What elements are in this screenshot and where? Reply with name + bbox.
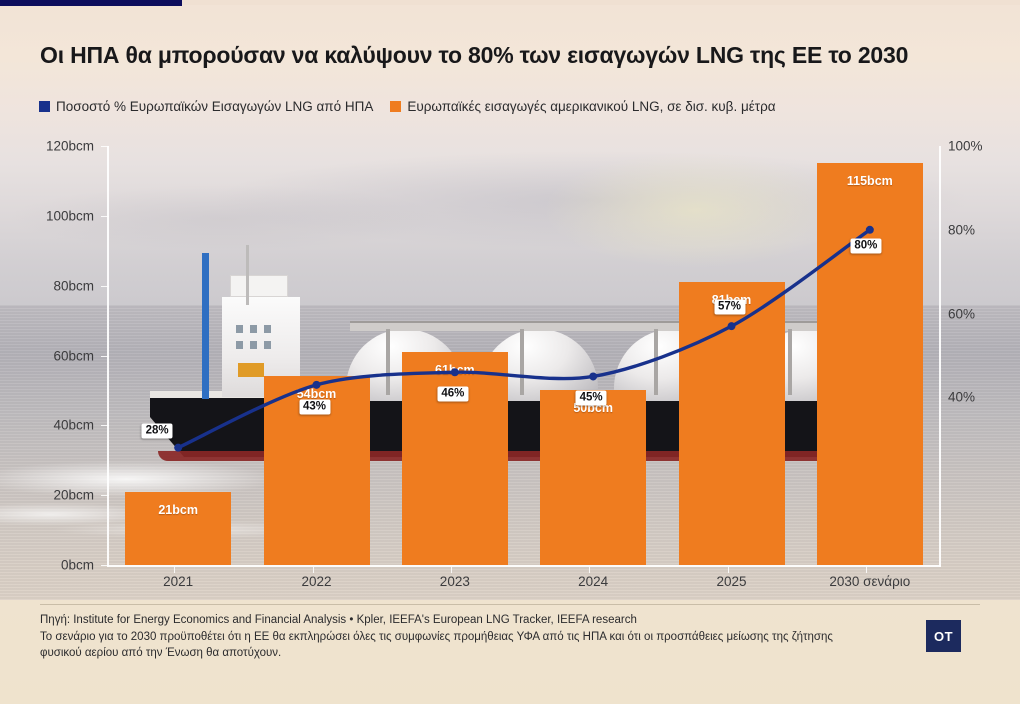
ship-deck-light bbox=[238, 363, 264, 377]
line-point-2025[interactable] bbox=[727, 322, 736, 331]
page-title: Οι ΗΠΑ θα μπορούσαν να καλύψουν το 80% τ… bbox=[40, 42, 909, 68]
axis-tickmark bbox=[101, 216, 109, 217]
ot-logo: OT bbox=[926, 620, 961, 652]
axis-tickmark bbox=[101, 146, 109, 147]
y-axis-left-tick: 100bcm bbox=[45, 208, 94, 224]
ship-bridge-wing bbox=[230, 275, 288, 297]
line-point-2030 σενάριο[interactable] bbox=[865, 225, 874, 234]
axis-tickmark bbox=[101, 565, 109, 566]
x-axis-tick-2025: 2025 bbox=[716, 574, 747, 589]
x-axis-tickmark bbox=[865, 567, 867, 573]
x-axis-tick-2022: 2022 bbox=[301, 574, 332, 589]
y-axis-left-tick: 20bcm bbox=[53, 487, 94, 503]
x-axis-tickmark bbox=[727, 567, 729, 573]
x-axis-tickmark bbox=[589, 567, 591, 573]
axis-tickmark bbox=[101, 286, 109, 287]
percent-label-2023: 46% bbox=[437, 386, 469, 402]
x-axis-tick-2024: 2024 bbox=[578, 574, 609, 589]
footer-divider bbox=[40, 604, 980, 605]
legend-swatch-percent bbox=[39, 101, 50, 112]
x-axis-tick-2021: 2021 bbox=[163, 574, 194, 589]
bridge-window bbox=[236, 341, 243, 349]
y-axis-right: 40% 60% 80% 100% bbox=[948, 0, 1014, 704]
brand-accent-bar bbox=[0, 0, 182, 6]
x-axis-tick-2030 σενάριο: 2030 σενάριο bbox=[829, 574, 911, 589]
gantry-leg bbox=[788, 329, 792, 395]
bridge-window bbox=[264, 325, 271, 333]
percent-line-path bbox=[176, 228, 872, 450]
legend-label-percent: Ποσοστό % Ευρωπαϊκών Εισαγωγών LNG από Η… bbox=[56, 99, 374, 114]
ship-antenna bbox=[246, 245, 249, 305]
bridge-window bbox=[236, 325, 243, 333]
percent-label-2022: 43% bbox=[298, 399, 331, 415]
y-axis-left-tick: 80bcm bbox=[53, 278, 94, 294]
gantry-leg bbox=[654, 329, 658, 395]
gantry-leg bbox=[386, 329, 390, 395]
y-axis-right-tick: 100% bbox=[948, 138, 983, 154]
bar-value-label: 54bcm bbox=[296, 387, 337, 402]
ship-waterline bbox=[158, 451, 858, 461]
chart-legend: Ποσοστό % Ευρωπαϊκών Εισαγωγών LNG από Η… bbox=[39, 99, 776, 114]
y-axis-right-tick: 40% bbox=[948, 389, 976, 405]
source-text: Πηγή: Institute for Energy Economics and… bbox=[40, 614, 637, 626]
bar-2024[interactable] bbox=[540, 390, 647, 565]
line-point-2024[interactable] bbox=[589, 372, 598, 381]
y-axis-right-tick: 80% bbox=[948, 222, 976, 238]
ship-pipe-gantry bbox=[350, 321, 820, 331]
note-text: Το σενάριο για το 2030 προϋποθέτει ότι η… bbox=[40, 631, 833, 659]
gantry-leg bbox=[520, 329, 524, 395]
ship-mast bbox=[202, 253, 209, 399]
y-axis-left-tick: 120bcm bbox=[45, 138, 94, 154]
bar-value-label: 21bcm bbox=[158, 502, 198, 517]
legend-item-percent: Ποσοστό % Ευρωπαϊκών Εισαγωγών LNG από Η… bbox=[39, 99, 373, 114]
x-axis-tick-2023: 2023 bbox=[439, 574, 470, 589]
axis-tickmark bbox=[101, 356, 109, 357]
percent-label-2024: 45% bbox=[575, 390, 607, 406]
y-axis-left-tick: 40bcm bbox=[53, 417, 94, 433]
legend-item-volume: Ευρωπαϊκές εισαγωγές αμερικανικού LNG, σ… bbox=[390, 99, 776, 114]
line-point-2022[interactable] bbox=[312, 380, 321, 389]
line-point-2023[interactable] bbox=[450, 368, 459, 377]
x-axis-tickmark bbox=[312, 567, 314, 573]
axis-line-right bbox=[939, 146, 941, 567]
bar-2021[interactable] bbox=[125, 491, 232, 565]
y-axis-right-tick: 60% bbox=[948, 306, 976, 322]
axis-line-bottom bbox=[107, 565, 941, 567]
legend-label-volume: Ευρωπαϊκές εισαγωγές αμερικανικού LNG, σ… bbox=[407, 99, 776, 114]
x-axis-tickmark bbox=[450, 567, 452, 573]
bridge-window bbox=[250, 325, 257, 333]
y-axis-left-tick: 60bcm bbox=[53, 348, 94, 363]
bridge-window bbox=[264, 341, 271, 349]
y-axis-left-tick: 0bcm bbox=[60, 557, 94, 573]
line-point-2021[interactable] bbox=[174, 443, 183, 452]
axis-tickmark bbox=[101, 425, 109, 426]
axis-tickmark bbox=[101, 495, 109, 496]
percent-label-2025: 57% bbox=[713, 299, 746, 315]
bar-value-label: 115bcm bbox=[846, 174, 893, 189]
legend-swatch-volume bbox=[390, 101, 402, 112]
percent-label-2021: 28% bbox=[141, 423, 173, 439]
percent-label-2030 σενάριο: 80% bbox=[850, 238, 882, 254]
y-axis-left: 0bcm 20bcm 40bcm 60bcm 80bcm 100bcm 120bcm bbox=[22, 0, 94, 704]
bridge-window bbox=[250, 341, 257, 349]
footer bbox=[0, 600, 1020, 704]
x-axis-tickmark bbox=[174, 567, 176, 573]
